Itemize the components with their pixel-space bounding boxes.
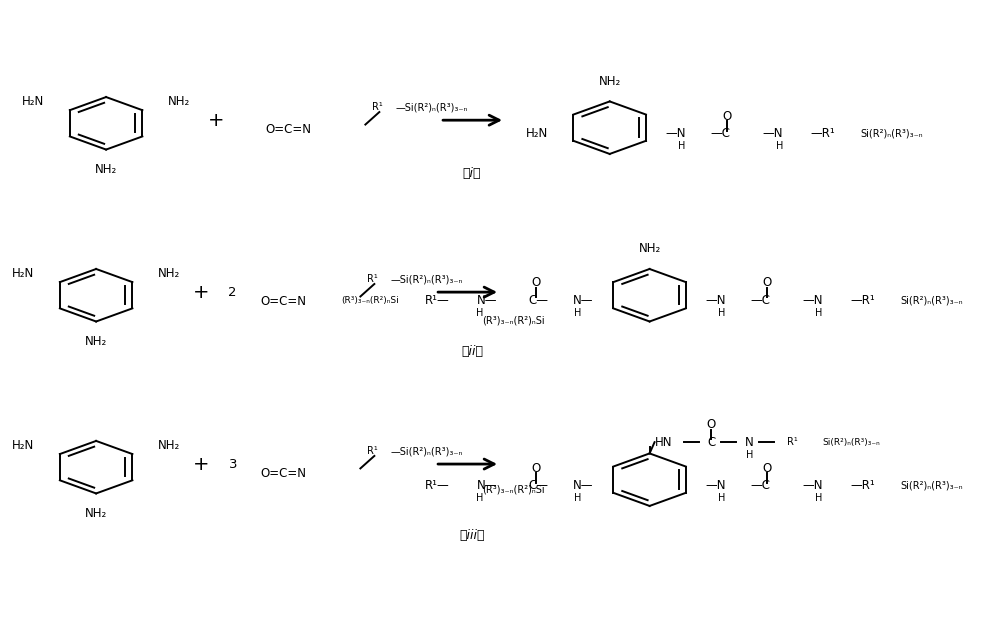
Text: —R¹: —R¹ — [850, 479, 875, 492]
Text: NH₂: NH₂ — [599, 75, 621, 88]
Text: O: O — [531, 462, 541, 475]
Text: —N: —N — [666, 127, 686, 141]
Text: Si(R²)ₙ(R³)₃₋ₙ: Si(R²)ₙ(R³)₃₋ₙ — [900, 295, 963, 305]
Text: H₂N: H₂N — [526, 127, 548, 141]
Text: O=C=N: O=C=N — [261, 295, 307, 308]
Text: (R³)₃₋ₙ(R²)ₙSi: (R³)₃₋ₙ(R²)ₙSi — [482, 315, 545, 325]
Text: H: H — [815, 494, 823, 504]
Text: —R¹: —R¹ — [850, 294, 875, 306]
Text: +: + — [193, 455, 209, 474]
Text: O: O — [707, 418, 716, 431]
Text: H₂N: H₂N — [12, 439, 34, 452]
Text: —C: —C — [750, 294, 770, 306]
Text: NH₂: NH₂ — [158, 439, 180, 452]
Text: —N: —N — [762, 127, 783, 141]
Text: Si(R²)ₙ(R³)₃₋ₙ: Si(R²)ₙ(R³)₃₋ₙ — [860, 129, 923, 139]
Text: R¹: R¹ — [367, 446, 378, 456]
Text: —Si(R²)ₙ(R³)₃₋ₙ: —Si(R²)ₙ(R³)₃₋ₙ — [390, 274, 463, 284]
Text: （ii）: （ii） — [461, 345, 483, 358]
Text: 2: 2 — [228, 286, 237, 299]
Text: H: H — [574, 494, 581, 504]
Text: H: H — [476, 494, 484, 504]
Text: R¹—: R¹— — [424, 294, 449, 306]
Text: —C: —C — [750, 479, 770, 492]
Text: H₂N: H₂N — [12, 267, 34, 280]
Text: +: + — [208, 111, 224, 129]
Text: NH₂: NH₂ — [95, 163, 117, 176]
Text: —C: —C — [710, 127, 730, 141]
Text: H: H — [776, 141, 783, 151]
Text: O: O — [763, 276, 772, 290]
Text: O: O — [531, 276, 541, 290]
Text: C: C — [707, 436, 716, 448]
Text: HN: HN — [655, 436, 672, 448]
Text: H: H — [574, 308, 581, 318]
Text: +: + — [193, 283, 209, 301]
Text: R¹: R¹ — [372, 102, 383, 112]
Text: H: H — [815, 308, 823, 318]
Text: N—: N— — [477, 479, 497, 492]
Text: C—: C— — [529, 294, 549, 306]
Text: —Si(R²)ₙ(R³)₃₋ₙ: —Si(R²)ₙ(R³)₃₋ₙ — [395, 102, 468, 112]
Text: NH₂: NH₂ — [158, 267, 180, 280]
Text: C—: C— — [529, 479, 549, 492]
Text: NH₂: NH₂ — [85, 335, 107, 349]
Text: H: H — [746, 450, 753, 460]
Text: —N: —N — [705, 294, 726, 306]
Text: O: O — [763, 462, 772, 475]
Text: O: O — [723, 110, 732, 123]
Text: NH₂: NH₂ — [638, 242, 661, 255]
Text: （i）: （i） — [463, 167, 481, 180]
Text: H: H — [718, 494, 725, 504]
Text: —R¹: —R¹ — [810, 127, 835, 141]
Text: N—: N— — [573, 479, 594, 492]
Text: (R³)₃₋ₙ(R²)ₙSi: (R³)₃₋ₙ(R²)ₙSi — [342, 296, 399, 305]
Text: NH₂: NH₂ — [85, 507, 107, 520]
Text: O=C=N: O=C=N — [266, 123, 312, 136]
Text: H: H — [678, 141, 685, 151]
Text: H: H — [476, 308, 484, 318]
Text: —N: —N — [705, 479, 726, 492]
Text: N: N — [745, 436, 754, 448]
Text: N—: N— — [477, 294, 497, 306]
Text: 3: 3 — [228, 458, 237, 470]
Text: （iii）: （iii） — [459, 529, 485, 543]
Text: —Si(R²)ₙ(R³)₃₋ₙ: —Si(R²)ₙ(R³)₃₋ₙ — [390, 447, 463, 457]
Text: R¹—: R¹— — [424, 479, 449, 492]
Text: —N: —N — [802, 294, 823, 306]
Text: NH₂: NH₂ — [168, 95, 190, 108]
Text: R¹: R¹ — [367, 274, 378, 284]
Text: (R³)₃₋ₙ(R²)ₙSi: (R³)₃₋ₙ(R²)ₙSi — [482, 484, 545, 494]
Text: H₂N: H₂N — [22, 95, 44, 108]
Text: Si(R²)ₙ(R³)₃₋ₙ: Si(R²)ₙ(R³)₃₋ₙ — [900, 481, 963, 491]
Text: N—: N— — [573, 294, 594, 306]
Text: H: H — [718, 308, 725, 318]
Text: R¹: R¹ — [787, 437, 798, 447]
Text: O=C=N: O=C=N — [261, 467, 307, 480]
Text: Si(R²)ₙ(R³)₃₋ₙ: Si(R²)ₙ(R³)₃₋ₙ — [822, 438, 880, 447]
Text: —N: —N — [802, 479, 823, 492]
